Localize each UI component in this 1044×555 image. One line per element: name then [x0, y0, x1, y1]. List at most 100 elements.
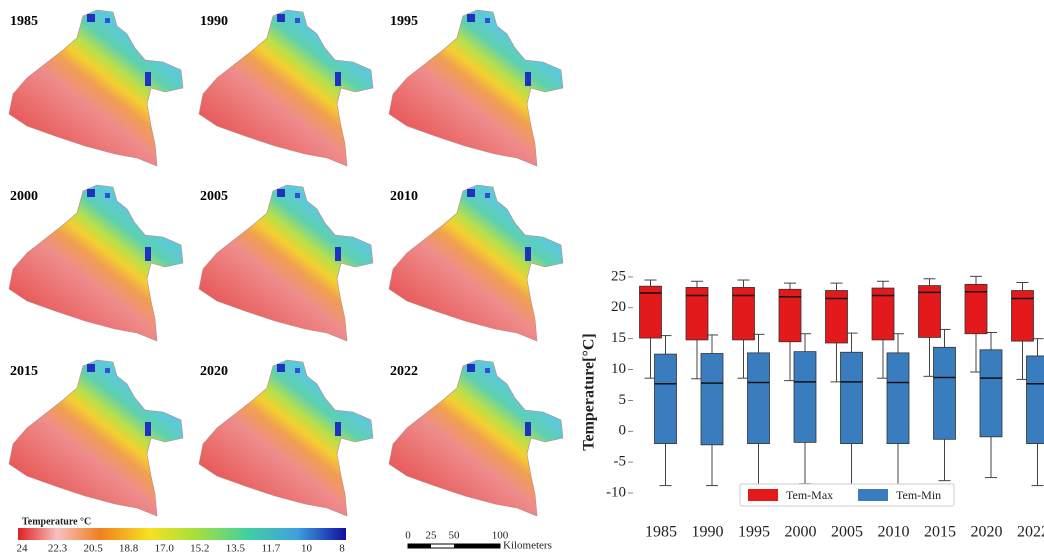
x-tick-label: 1995	[738, 524, 770, 541]
colorbar-tick-label: 10	[301, 543, 313, 555]
legend: Tem-Max Tem-Min	[739, 483, 955, 507]
x-tick-label: 2022	[1017, 524, 1044, 541]
box	[979, 331, 1003, 479]
colorbar-tick-label: 22.3	[48, 543, 68, 555]
y-tick-label: -5	[614, 454, 627, 470]
y-tick-label: 15	[611, 330, 626, 346]
map	[388, 9, 564, 167]
box-body	[933, 346, 956, 440]
box-body	[1011, 290, 1034, 342]
box-body	[918, 285, 941, 338]
colorbar-tick-label: 20.5	[83, 543, 103, 555]
y-tick-label: 5	[619, 392, 627, 408]
y-tick-label: 20	[611, 299, 626, 315]
legend-swatch	[858, 489, 888, 501]
map	[198, 9, 374, 167]
x-tick-label: 2000	[785, 524, 817, 541]
map-year: 1995	[390, 14, 418, 29]
legend-frame	[739, 483, 955, 507]
plot-area: -10 -5 0 5 10 15 20 25 1985 1990 1995 2000 2005 2010 2…	[606, 268, 1044, 541]
x-tick-label: 1990	[692, 524, 724, 541]
scale-bar-tick-label: 25	[426, 530, 438, 542]
scale-bar-segment	[408, 544, 431, 548]
legend-swatch	[748, 489, 778, 501]
box	[933, 328, 956, 482]
map-panel: 1985 1990 1995 2000 2005 2010 2015 2020 2022	[8, 9, 564, 517]
box-body	[654, 353, 677, 445]
scale-bar-tick-label: 50	[449, 530, 461, 542]
map	[198, 359, 374, 517]
x-tick-label: 2010	[878, 524, 910, 541]
box	[886, 333, 910, 485]
box	[840, 332, 863, 485]
colorbar-tick-label: 15.2	[190, 543, 209, 555]
box	[793, 333, 817, 485]
box-body	[747, 352, 770, 445]
box-body	[886, 352, 910, 445]
colorbar-bar	[18, 528, 346, 540]
y-tick-label: 0	[619, 423, 627, 439]
scale-bar-tick-label: 100	[492, 530, 509, 542]
map-year: 1985	[10, 14, 38, 29]
box	[732, 279, 755, 379]
map	[8, 9, 184, 167]
colorbar-tick-label: 18.8	[119, 543, 139, 555]
map-year: 2010	[390, 189, 418, 204]
x-tick-label: 2015	[924, 524, 956, 541]
box	[747, 333, 770, 485]
box-body	[700, 353, 724, 446]
box-body	[793, 351, 817, 443]
legend-label: Tem-Max	[786, 488, 833, 502]
colorbar-tick-label: 8	[339, 543, 345, 555]
box-body	[979, 349, 1003, 438]
box-body	[732, 287, 755, 341]
map-year: 2000	[10, 189, 38, 204]
box	[918, 278, 941, 377]
scale-bar-segment	[454, 544, 500, 548]
map	[8, 184, 184, 342]
y-tick-label: -10	[606, 484, 626, 500]
map	[388, 359, 564, 517]
box-body	[840, 351, 863, 445]
x-tick-label: 1985	[645, 524, 677, 541]
box	[1026, 338, 1044, 487]
box	[685, 280, 709, 380]
box	[825, 282, 848, 383]
colorbar-tick-label: 11.7	[261, 543, 280, 555]
colorbar-tick-label: 24	[17, 543, 29, 555]
box-body	[825, 290, 848, 344]
legend-label: Tem-Min	[896, 488, 941, 502]
colorbar-tick-label: 17.0	[155, 543, 175, 555]
map-year: 2015	[10, 364, 38, 379]
map	[388, 184, 564, 342]
box	[700, 334, 724, 487]
map	[198, 184, 374, 342]
scale-bar: Kilometers 0 25 50 100	[405, 530, 552, 552]
scale-bar-tick-label: 0	[405, 530, 411, 542]
colorbar: Temperature °C 24 22.3 20.5 18.8 17.0 15.2 13.…	[17, 516, 346, 555]
y-tick-label: 25	[611, 268, 626, 284]
box	[654, 335, 677, 487]
colorbar-title: Temperature °C	[22, 516, 91, 527]
x-tick-label: 2020	[971, 524, 1003, 541]
box-body	[685, 287, 709, 341]
box	[1011, 281, 1034, 380]
map-year: 2005	[200, 189, 228, 204]
box-body	[1026, 355, 1044, 445]
map-year: 2022	[390, 364, 418, 379]
map	[8, 359, 184, 517]
y-tick-label: 10	[611, 361, 626, 377]
colorbar-tick-label: 13.5	[226, 543, 246, 555]
box	[964, 275, 988, 373]
box-body	[964, 283, 988, 335]
box	[871, 280, 895, 379]
scale-bar-unit: Kilometers	[503, 540, 552, 552]
box-body	[778, 288, 802, 343]
box	[778, 282, 802, 382]
box-body	[871, 287, 895, 341]
y-axis-label: Temperature[°C]	[581, 333, 598, 450]
box-body	[639, 285, 662, 339]
map-year: 1990	[200, 14, 228, 29]
